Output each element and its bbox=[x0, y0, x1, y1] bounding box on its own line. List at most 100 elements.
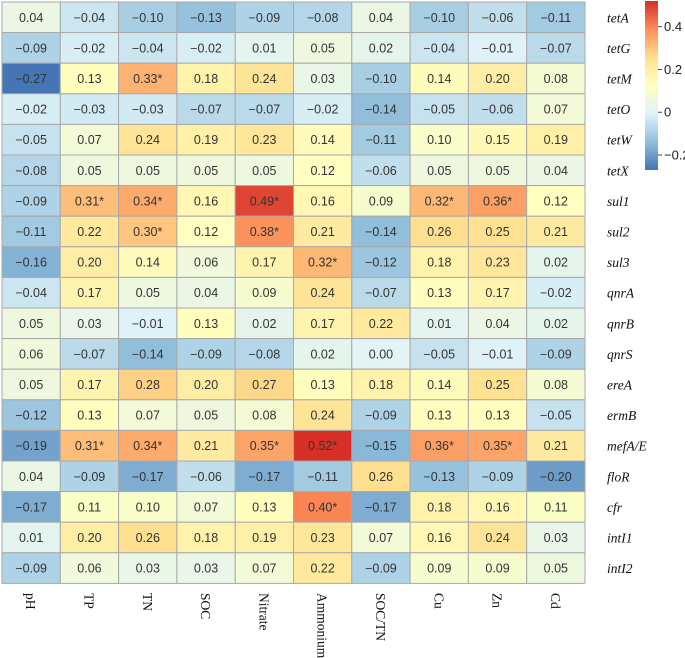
heatmap-cell bbox=[293, 552, 353, 584]
cell-value-label: 0.11 bbox=[78, 500, 101, 514]
cell-value-label: 0.05 bbox=[194, 409, 218, 423]
cell-value-label: 0.01 bbox=[427, 317, 451, 331]
cell-value-label: 0.05 bbox=[77, 164, 101, 178]
cell-value-label: −0.04 bbox=[423, 41, 455, 55]
cell-value-label: 0.21 bbox=[544, 439, 568, 453]
cell-value-label: −0.02 bbox=[540, 286, 572, 300]
heatmap-cell bbox=[234, 460, 294, 493]
cell-value-label: −0.07 bbox=[190, 103, 222, 117]
cell-value-label: 0.18 bbox=[427, 500, 451, 514]
heatmap-cell bbox=[351, 123, 411, 156]
cell-value-label: 0.26 bbox=[427, 225, 451, 239]
cell-value-label: −0.06 bbox=[190, 470, 222, 484]
cell-value-label: −0.12 bbox=[365, 256, 397, 270]
heatmap-cell bbox=[351, 215, 411, 248]
heatmap-cell bbox=[351, 307, 411, 340]
heatmap-cell bbox=[526, 1, 586, 34]
cell-value-label: −0.09 bbox=[15, 194, 47, 208]
cell-value-label: −0.02 bbox=[190, 41, 222, 55]
column-labels: pH TP TN SOC Nitrate Ammonium SOC/TN Cu Zn Cd bbox=[23, 593, 563, 658]
heatmap-cell bbox=[351, 246, 411, 278]
heatmap-cell bbox=[467, 215, 528, 248]
cell-value-label: 0.36* bbox=[483, 194, 512, 208]
cell-value-label: −0.06 bbox=[482, 103, 514, 117]
cell-value-label: −0.07 bbox=[540, 41, 572, 55]
cell-value-label: 0.10 bbox=[427, 133, 451, 147]
row-label: tetM bbox=[607, 72, 632, 87]
heatmap-cell bbox=[59, 338, 120, 370]
heatmap-cell bbox=[526, 521, 586, 554]
colorbar-tick-label: 0.4 bbox=[664, 19, 682, 34]
cell-value-label: 0.05 bbox=[136, 164, 160, 178]
cell-value-label: −0.10 bbox=[423, 11, 455, 25]
cell-value-label: 0.24 bbox=[310, 286, 334, 300]
cell-value-label: 0.05 bbox=[19, 317, 43, 331]
heatmap-cell bbox=[234, 276, 294, 309]
cell-value-label: −0.11 bbox=[307, 470, 338, 484]
cell-value-label: 0.04 bbox=[19, 11, 43, 25]
heatmap-cell bbox=[1, 276, 61, 309]
heatmap-cell bbox=[1, 246, 61, 278]
cell-value-label: −0.04 bbox=[74, 11, 106, 25]
colorbar-tick-label: −0.2 bbox=[664, 148, 685, 163]
heatmap-cell bbox=[59, 123, 120, 156]
cell-value-label: 0.40* bbox=[308, 500, 337, 514]
column-label: pH bbox=[23, 593, 38, 610]
cell-value-label: 0.16 bbox=[194, 194, 218, 208]
colorbar-tick-label: 0.2 bbox=[664, 62, 682, 77]
cell-value-label: 0.31* bbox=[75, 439, 104, 453]
heatmap-cell bbox=[467, 154, 528, 187]
column-label: TN bbox=[140, 593, 155, 611]
cell-value-label: −0.27 bbox=[15, 72, 47, 86]
cell-value-label: 0.20 bbox=[194, 378, 218, 392]
row-label: ermB bbox=[607, 408, 636, 423]
heatmap-cell bbox=[526, 460, 586, 493]
heatmap-cell bbox=[526, 246, 586, 278]
heatmap-cell bbox=[467, 429, 528, 462]
heatmap-cell bbox=[351, 429, 411, 462]
cell-value-label: 0.17 bbox=[252, 256, 276, 270]
cell-value-label: 0.35* bbox=[250, 439, 279, 453]
heatmap-cell bbox=[176, 368, 236, 401]
heatmap-cell bbox=[526, 62, 586, 95]
heatmap-cell bbox=[351, 93, 411, 125]
row-label: tetG bbox=[607, 41, 630, 56]
cell-value-label: 0.34* bbox=[133, 194, 162, 208]
colorbar-tick-label: 0 bbox=[664, 105, 671, 120]
cell-value-label: 0.12 bbox=[310, 164, 334, 178]
cell-value-label: −0.02 bbox=[307, 103, 339, 117]
cell-value-label: 0.12 bbox=[194, 225, 218, 239]
cell-value-label: −0.07 bbox=[249, 103, 281, 117]
heatmap-cell bbox=[351, 185, 411, 217]
cell-value-label: −0.09 bbox=[74, 470, 106, 484]
cell-value-label: 0.13 bbox=[485, 409, 509, 423]
cell-value-label: 0.06 bbox=[77, 562, 101, 576]
column-label: TP bbox=[81, 593, 96, 609]
row-label: intI2 bbox=[607, 561, 633, 576]
heatmap-cell bbox=[467, 399, 528, 431]
cell-value-label: 0.04 bbox=[19, 470, 43, 484]
heatmap-cell bbox=[176, 32, 236, 64]
cell-value-label: 0.03 bbox=[310, 72, 334, 86]
cell-value-label: 0.04 bbox=[485, 317, 509, 331]
cell-value-label: −0.03 bbox=[132, 103, 164, 117]
heatmap-cell bbox=[293, 460, 353, 493]
heatmap-cell bbox=[234, 429, 294, 462]
heatmap-cell bbox=[1, 154, 61, 187]
row-label: qnrA bbox=[607, 286, 635, 301]
cell-value-label: 0.18 bbox=[194, 531, 218, 545]
cell-value-label: −0.07 bbox=[74, 347, 106, 361]
heatmap-cell bbox=[526, 215, 586, 248]
cell-value-label: −0.17 bbox=[132, 470, 164, 484]
heatmap-cell bbox=[409, 1, 469, 34]
cell-value-label: 0.09 bbox=[427, 562, 451, 576]
cell-value-label: −0.17 bbox=[365, 500, 397, 514]
heatmap-cell bbox=[118, 307, 178, 340]
cell-value-label: 0.27 bbox=[252, 378, 276, 392]
cell-value-label: 0.05 bbox=[252, 164, 276, 178]
cell-value-label: −0.20 bbox=[540, 470, 572, 484]
heatmap-cell bbox=[526, 276, 586, 309]
cell-value-label: 0.04 bbox=[194, 286, 218, 300]
cell-value-label: 0.01 bbox=[252, 41, 276, 55]
